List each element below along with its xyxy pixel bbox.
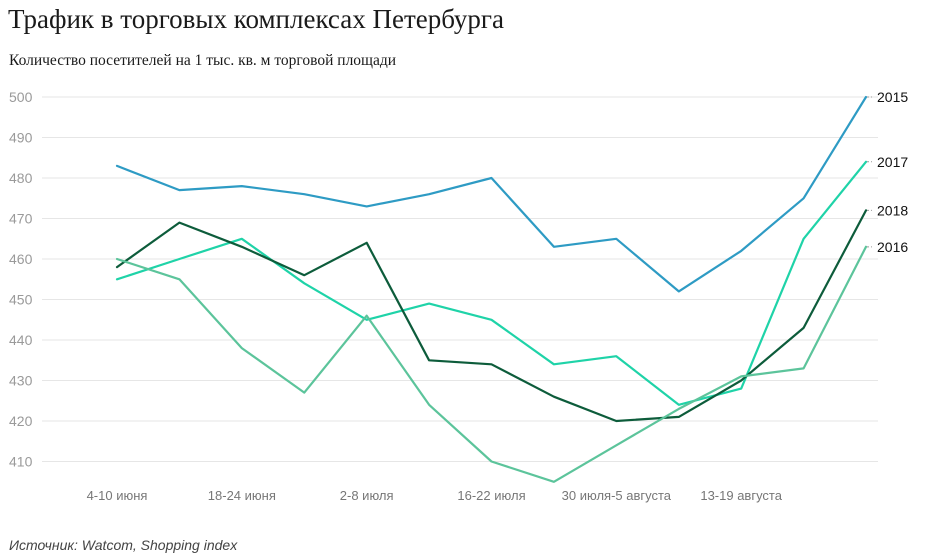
y-tick-label-450: 450 xyxy=(9,292,33,308)
y-tick-label-500: 500 xyxy=(9,89,33,105)
y-axis-ticks: 410 420 430 440 450 460 470 480 490 500 xyxy=(9,89,33,470)
series-end-labels: 2015 2017 2018 2016 xyxy=(867,89,908,255)
source-note: Источник: Watcom, Shopping index xyxy=(9,537,238,553)
y-tick-label-490: 490 xyxy=(9,130,33,146)
line-chart: 410 420 430 440 450 460 470 480 490 500 4-10 июня… xyxy=(9,89,908,503)
series-line-2017 xyxy=(115,160,868,406)
series-label-2016: 2016 xyxy=(877,239,908,255)
y-tick-label-410: 410 xyxy=(9,454,33,470)
series-line-2016 xyxy=(115,245,868,483)
y-tick-label-470: 470 xyxy=(9,211,33,227)
series-line-2015 xyxy=(115,95,868,293)
y-tick-label-440: 440 xyxy=(9,332,33,348)
x-tick-label-0: 4-10 июня xyxy=(87,488,148,503)
series-lines xyxy=(115,95,868,483)
x-tick-label-4: 30 июля-5 августа xyxy=(562,488,672,503)
gridlines xyxy=(42,96,878,462)
x-tick-label-3: 16-22 июля xyxy=(457,488,525,503)
y-tick-label-460: 460 xyxy=(9,251,33,267)
x-tick-label-5: 13-19 августа xyxy=(700,488,782,503)
series-label-2017: 2017 xyxy=(877,154,908,170)
series-line-2018 xyxy=(115,209,868,423)
x-tick-label-1: 18-24 июня xyxy=(208,488,276,503)
x-axis-ticks: 4-10 июня 18-24 июня 2-8 июля 16-22 июля 30 … xyxy=(87,488,783,503)
chart-subtitle: Количество посетителей на 1 тыс. кв. м т… xyxy=(9,52,397,69)
y-tick-label-420: 420 xyxy=(9,413,33,429)
y-tick-label-430: 430 xyxy=(9,373,33,389)
chart-title: Трафик в торговых комплексах Петербурга xyxy=(8,4,504,34)
series-label-2015: 2015 xyxy=(877,89,908,105)
y-tick-label-480: 480 xyxy=(9,170,33,186)
series-label-2018: 2018 xyxy=(877,202,908,218)
x-tick-label-2: 2-8 июля xyxy=(340,488,394,503)
